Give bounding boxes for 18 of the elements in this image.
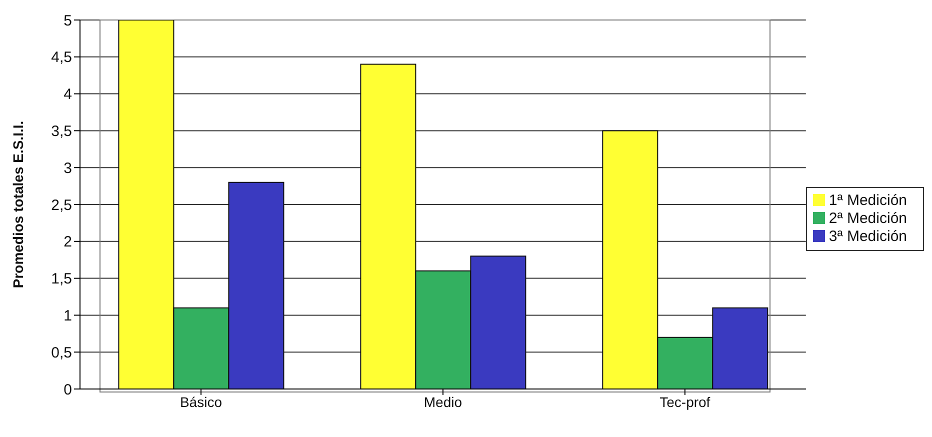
y-tick-label: 2,5 xyxy=(51,196,72,214)
x-tick-label: Básico xyxy=(180,394,222,410)
legend-label: 1ª Medición xyxy=(828,192,907,208)
y-tick-label: 0 xyxy=(64,381,72,398)
y-tick-label: 4,5 xyxy=(51,49,72,66)
y-axis-title: Promedios totales E.S.I.I. xyxy=(10,120,26,288)
y-tick-label: 1,5 xyxy=(51,270,72,288)
y-tick-label: 3,5 xyxy=(51,123,72,140)
x-tick-label: Medio xyxy=(424,394,462,410)
y-tick-label: 3 xyxy=(64,160,72,177)
x-tick-label: Tec-prof xyxy=(660,394,710,410)
y-tick-label: 1 xyxy=(64,308,72,325)
legend-label: 3ª Medición xyxy=(828,228,907,244)
y-tick-label: 0,5 xyxy=(51,344,72,362)
legend-label: 2ª Medición xyxy=(828,210,907,226)
y-tick-label: 4 xyxy=(64,86,72,104)
y-tick-label: 5 xyxy=(64,12,72,30)
y-tick-label: 2 xyxy=(64,234,72,251)
